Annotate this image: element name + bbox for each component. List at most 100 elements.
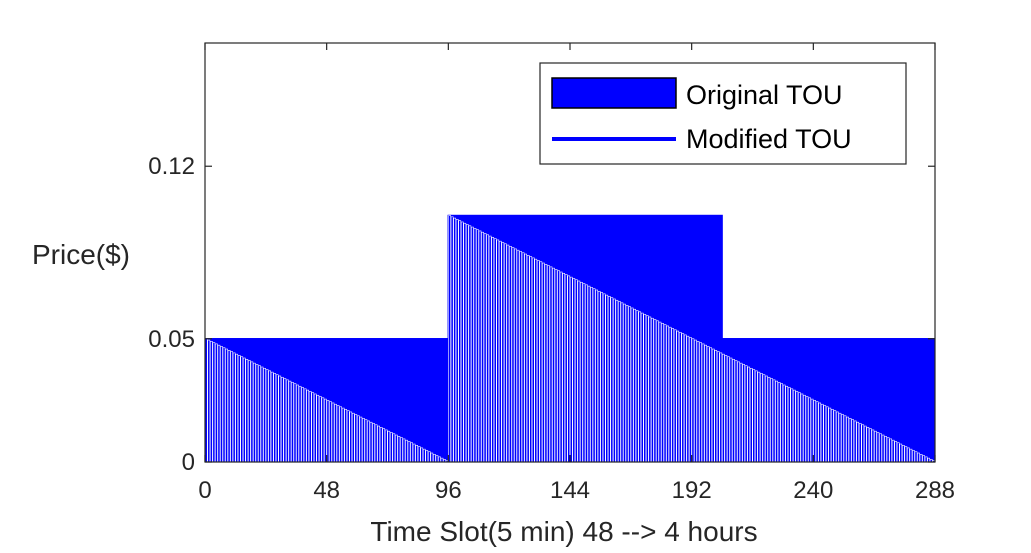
legend-label-original-tou: Original TOU (686, 80, 843, 110)
modified-tou-bar (590, 287, 593, 462)
modified-tou-bar (602, 293, 606, 462)
modified-tou-bar (306, 389, 310, 462)
modified-tou-bar (795, 391, 799, 462)
modified-tou-bar (813, 400, 816, 462)
modified-tou-bar (280, 376, 284, 462)
modified-tou-bar (557, 270, 560, 462)
modified-tou-bar (770, 378, 773, 462)
modified-tou-bar (405, 439, 408, 462)
modified-tou-bar (344, 409, 348, 462)
modified-tou-bar (618, 301, 621, 462)
modified-tou-bar (417, 446, 421, 462)
modified-tou-bar (514, 248, 517, 462)
modified-tou-bar (638, 311, 642, 462)
modified-tou-bar (303, 388, 307, 462)
modified-tou-bar (612, 298, 616, 462)
modified-tou-bar (329, 401, 332, 462)
modified-tou-bar (651, 317, 654, 462)
modified-tou-bar (739, 362, 743, 462)
modified-tou-bar (630, 307, 634, 462)
modified-tou-bar (661, 323, 664, 462)
y-tick-label: 0.12 (148, 153, 195, 180)
modified-tou-bar (658, 321, 662, 462)
modified-tou-bar (268, 370, 272, 462)
modified-tou-bar (610, 297, 614, 462)
modified-tou-bar (311, 392, 315, 462)
modified-tou-bar (757, 371, 761, 462)
modified-tou-bar (919, 453, 923, 462)
modified-tou-bar (503, 243, 507, 462)
modified-tou-bar (838, 412, 842, 462)
modified-tou-bar (574, 279, 578, 462)
modified-tou-bar (521, 252, 525, 462)
modified-tou-bar (496, 239, 500, 462)
modified-tou-bar (856, 421, 860, 462)
modified-tou-bar (592, 288, 596, 462)
modified-tou-bar (301, 387, 304, 462)
modified-tou-bar (427, 451, 431, 462)
modified-tou-bar (549, 266, 553, 462)
modified-tou-bar (488, 235, 492, 462)
modified-tou-bar (691, 338, 695, 462)
modified-tou-bar (359, 416, 363, 462)
modified-tou-bar (803, 394, 806, 462)
modified-tou-bar (863, 425, 867, 462)
modified-tou-bar (501, 242, 505, 462)
modified-tou-bar (841, 414, 844, 462)
modified-tou-bar (727, 356, 730, 462)
modified-tou-bar (780, 383, 784, 462)
modified-tou-bar (293, 383, 297, 462)
modified-tou-bar (833, 410, 837, 462)
modified-tou-bar (633, 308, 637, 462)
modified-tou-bar (250, 361, 254, 462)
modified-tou-bar (473, 228, 477, 462)
modified-tou-bar (628, 306, 631, 462)
modified-tou-bar (455, 219, 459, 462)
modified-tou-bar (871, 429, 875, 462)
modified-tou-bar (483, 233, 487, 462)
modified-tou-bar (346, 410, 350, 462)
modified-tou-bar (800, 393, 804, 462)
modified-tou-bar (382, 428, 386, 462)
modified-tou-bar (894, 441, 898, 462)
modified-tou-bar (775, 380, 778, 462)
modified-tou-bar (258, 365, 261, 462)
modified-tou-bar (339, 406, 342, 462)
modified-tou-bar (587, 285, 591, 462)
modified-tou-bar (377, 425, 380, 462)
plot-area (205, 214, 935, 462)
modified-tou-bar (283, 378, 287, 462)
modified-tou-bar (823, 405, 827, 462)
modified-tou-bar (907, 447, 910, 462)
modified-tou-bar (719, 352, 723, 462)
modified-tou-bar (379, 427, 383, 462)
modified-tou-bar (362, 418, 365, 462)
modified-tou-bar (825, 406, 829, 462)
modified-tou-bar (450, 216, 454, 462)
modified-tou-bar (714, 350, 718, 462)
modified-tou-bar (874, 430, 877, 462)
modified-tou-bar (336, 405, 340, 462)
modified-tou-bar (569, 276, 573, 462)
modified-tou-bar (760, 373, 763, 462)
modified-tou-bar (534, 258, 538, 462)
modified-tou-bar (253, 362, 256, 462)
y-tick-label: 0 (182, 449, 195, 476)
modified-tou-bar (711, 348, 715, 462)
modified-tou-bar (207, 339, 211, 462)
modified-tou-bar (790, 388, 794, 462)
modified-tou-bar (460, 221, 464, 462)
modified-tou-bar (782, 384, 786, 462)
legend: Original TOU Modified TOU (539, 62, 907, 165)
modified-tou-bar (354, 414, 358, 462)
modified-tou-bar (242, 357, 246, 462)
modified-tou-bar (547, 265, 550, 462)
modified-tou-bar (615, 299, 619, 462)
modified-tou-bar (559, 271, 563, 462)
modified-tou-bar (215, 343, 218, 462)
modified-tou-bar (384, 429, 388, 462)
modified-tou-bar (273, 373, 277, 462)
modified-tou-bar (313, 393, 317, 462)
modified-tou-bar (643, 314, 647, 462)
